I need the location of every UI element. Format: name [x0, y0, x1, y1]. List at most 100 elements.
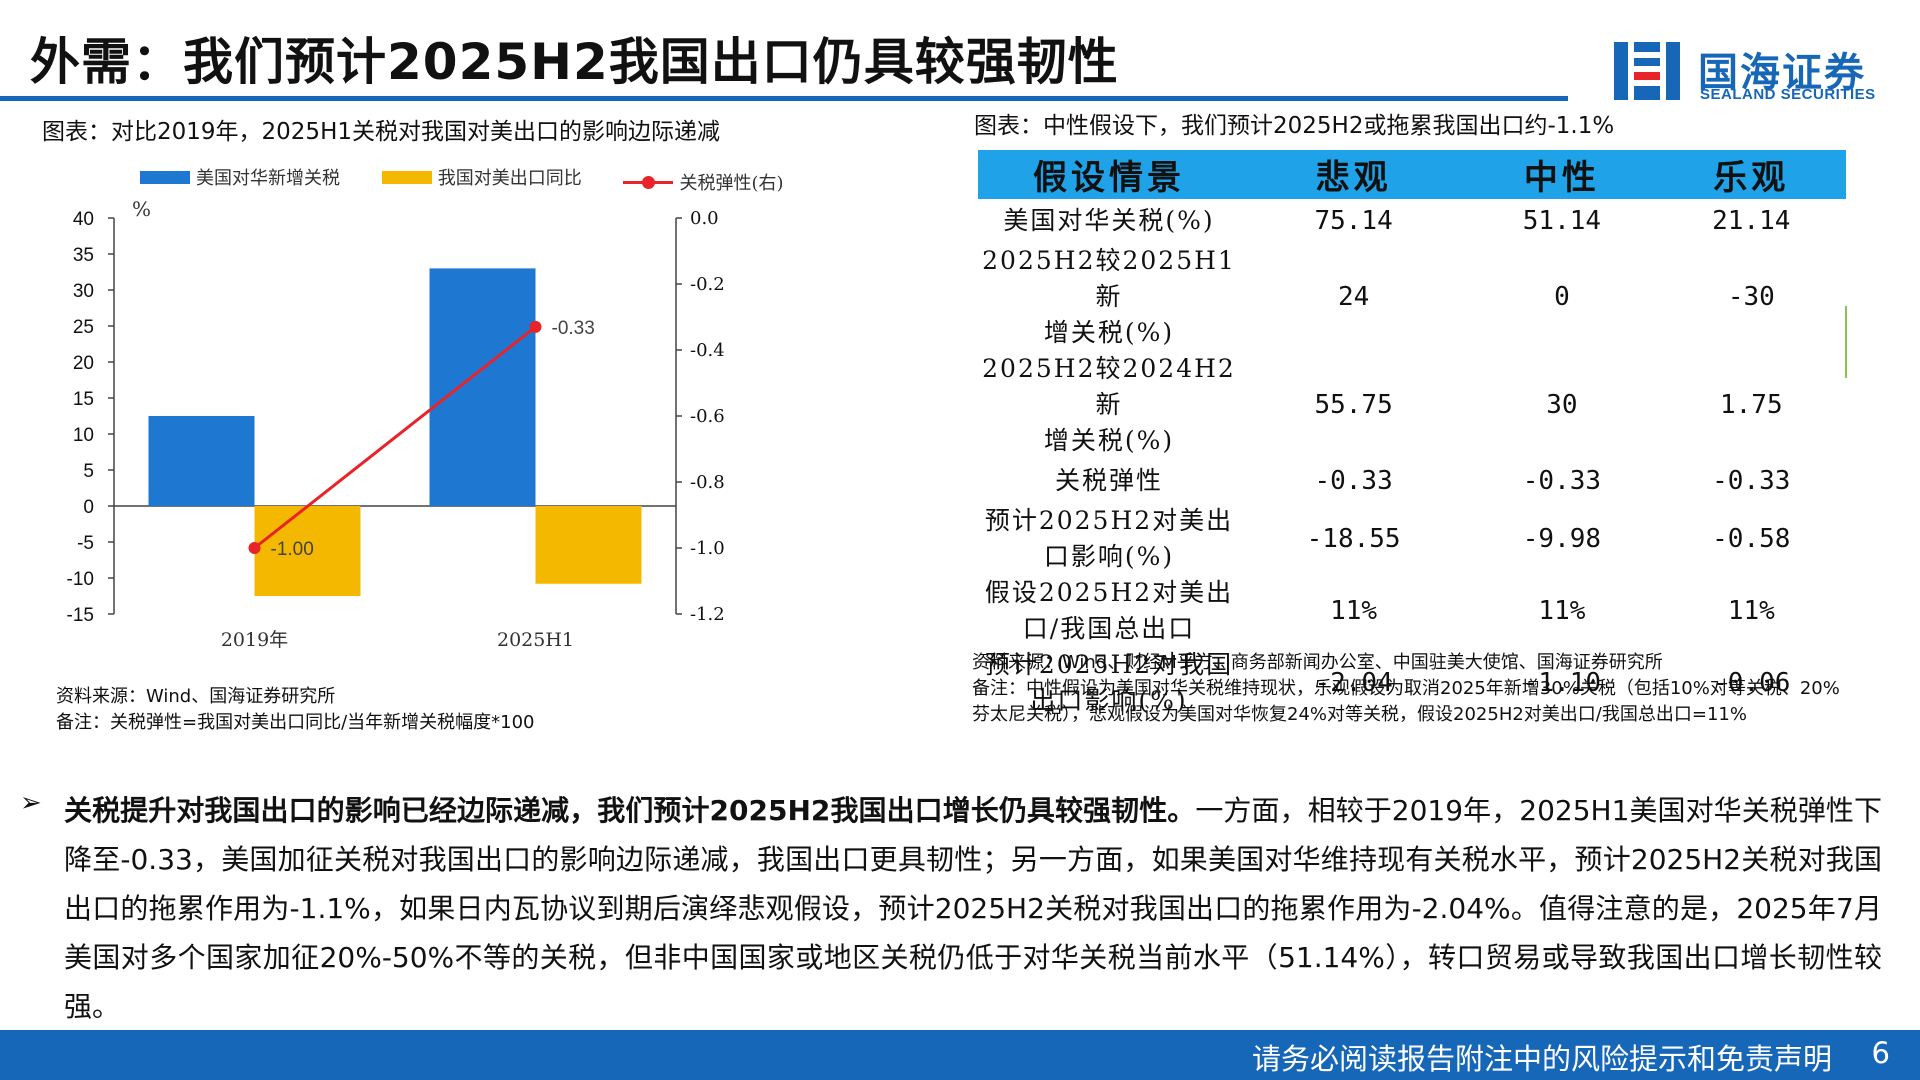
- row-label-line: 口/我国总出口: [1022, 614, 1196, 643]
- left-axis-tick-label: 5: [83, 461, 94, 482]
- legend-item-tariff: 美国对华新增关税: [140, 164, 340, 190]
- page-number: 6: [1871, 1036, 1890, 1070]
- table-cell: 21.14: [1712, 206, 1791, 236]
- elasticity-data-label: -1.00: [271, 539, 314, 560]
- left-axis-tick-label: 20: [73, 353, 94, 374]
- x-axis-category-label: 2025H1: [497, 629, 574, 651]
- elasticity-point: [248, 542, 261, 554]
- right-axis-tick-label: -0.6: [690, 406, 725, 427]
- row-label-line: 增关税(%): [1043, 426, 1175, 455]
- table-row: 关税弹性 -0.33 -0.33 -0.33: [978, 459, 1846, 503]
- table-header-cell: 中性: [1467, 150, 1657, 199]
- body-bold-lead: 关税提升对我国出口的影响已经边际递减，我们预计2025H2我国出口增长仍具较强韧…: [64, 794, 1196, 827]
- bar-tariff-1: [429, 268, 536, 506]
- table-cell: -18.55: [1306, 524, 1401, 554]
- logo-english-name: SEALAND SECURITIES: [1700, 86, 1876, 103]
- table-cell: 30: [1546, 390, 1578, 420]
- legend-swatch-blue: [140, 170, 190, 184]
- bar-export-1: [535, 506, 642, 584]
- right-table-notes: 资料来源：Wind、财经M平方、商务部新闻办公室、中国驻美大使馆、国海证券研究所…: [972, 650, 1852, 728]
- table-cell: 11%: [1330, 596, 1378, 626]
- y-axis-unit-label: %: [132, 197, 151, 221]
- right-table-source: 资料来源：Wind、财经M平方、商务部新闻办公室、中国驻美大使馆、国海证券研究所: [972, 652, 1663, 673]
- page-title: 外需：我们预计2025H2我国出口仍具较强韧性: [30, 33, 1119, 91]
- row-label: 假设2025H2对美出 口/我国总出口: [978, 575, 1240, 647]
- title-underline: [0, 96, 1568, 101]
- table-cell: -1.10: [1522, 668, 1602, 698]
- row-label: 2025H2较2024H2新增关税(%): [978, 351, 1240, 459]
- left-axis-tick-label: -5: [77, 533, 94, 554]
- right-axis-tick-label: -1.2: [690, 604, 725, 625]
- right-table-caption: 图表：中性假设下，我们预计2025H2或拖累我国出口约-1.1%: [974, 113, 1615, 139]
- table-row: 美国对华关税(%) 75.14 51.14 21.14: [978, 199, 1846, 243]
- left-axis-tick-label: 35: [73, 245, 94, 266]
- table-row: 预计2025H2对美出 口影响(%) -18.55 -9.98 -0.58: [978, 503, 1846, 575]
- footer-disclaimer: 请务必阅读报告附注中的风险提示和免责声明: [1251, 1042, 1832, 1076]
- body-paragraph: 关税提升对我国出口的影响已经边际递减，我们预计2025H2我国出口增长仍具较强韧…: [64, 786, 1882, 1031]
- table-cell: 11%: [1538, 596, 1586, 626]
- row-label: 2025H2较2025H1新增关税(%): [978, 243, 1240, 351]
- right-axis-tick-label: -0.8: [690, 472, 725, 493]
- table-cell: -2.04: [1314, 668, 1393, 698]
- elasticity-data-label: -0.33: [552, 318, 595, 339]
- table-row: 2025H2较2025H1新 增关税(%) 24 0 -30: [978, 243, 1846, 351]
- sealand-logo-icon: [1614, 42, 1680, 100]
- left-figure-note: 备注：关税弹性=我国对美出口同比/当年新增关税幅度*100: [56, 712, 535, 733]
- table-cell: -0.58: [1712, 524, 1791, 554]
- table-cell: 51.14: [1522, 206, 1602, 236]
- row-label: 关税弹性: [978, 459, 1240, 503]
- table-cell: 24: [1337, 282, 1370, 312]
- tariff-export-chart: 40 35 30 25 20 15 10 5 0 -5 -10 -15% 0.0 -0.2 -0.4 -0.6…: [67, 197, 725, 651]
- legend-swatch-yellow: [381, 170, 432, 184]
- row-label-line: 美国对华关税(%): [1003, 206, 1215, 235]
- left-figure-source: 资料来源：Wind、国海证券研究所: [56, 686, 336, 707]
- left-axis-tick-label: 40: [73, 209, 94, 230]
- legend-line-marker: [623, 175, 674, 189]
- table-row: 假设2025H2对美出 口/我国总出口 11% 11% 11%: [978, 575, 1846, 647]
- row-label: 预计2025H2对我国 出口影响(%): [978, 647, 1240, 719]
- right-axis-tick-label: -1.0: [690, 538, 725, 559]
- left-axis-tick-label: 15: [73, 389, 94, 410]
- left-axis-tick-label: 25: [73, 317, 94, 338]
- table-cell: -0.06: [1712, 668, 1791, 698]
- row-label: 预计2025H2对美出 口影响(%): [978, 503, 1240, 575]
- table-edge-marker: [1845, 306, 1847, 378]
- footer-bar: 请务必阅读报告附注中的风险提示和免责声明 6: [0, 1030, 1920, 1080]
- elasticity-point: [529, 320, 542, 333]
- right-axis-tick-label: 0.0: [690, 208, 719, 229]
- left-axis-tick-label: -15: [67, 605, 94, 626]
- company-logo: 国海证券 SEALAND SECURITIES: [1612, 36, 1902, 104]
- left-axis-tick-label: 0: [83, 497, 94, 518]
- left-figure-caption: 图表：对比2019年，2025H1关税对我国对美出口的影响边际递减: [42, 119, 720, 145]
- table-cell: -0.33: [1314, 466, 1393, 496]
- logo-chinese-name: 国海证券: [1698, 50, 1866, 96]
- table-row: 预计2025H2对我国 出口影响(%) -2.04 -1.10 -0.06: [978, 647, 1846, 719]
- legend-label: 美国对华新增关税: [196, 168, 340, 189]
- table-header-row: 假设情景 悲观 中性 乐观: [978, 150, 1846, 199]
- x-axis-category-label: 2019年: [221, 629, 288, 651]
- row-label-line: 预计2025H2对我国: [984, 650, 1234, 679]
- row-label-line: 增关税(%): [1043, 318, 1175, 347]
- legend-label: 关税弹性(右): [679, 173, 784, 194]
- left-axis-tick-label: -10: [67, 569, 94, 590]
- right-table-note: 备注：中性假设为美国对华关税维持现状，乐观假设为取消2025年新增30%关税（包…: [972, 678, 1840, 725]
- right-axis-tick-label: -0.4: [690, 340, 725, 361]
- elasticity-line: [253, 325, 537, 550]
- table-cell: -30: [1727, 282, 1775, 312]
- table-header-cell: 悲观: [1240, 150, 1468, 199]
- body-text: 一方面，相较于2019年，2025H1美国对华关税弹性下降至-0.33，美国加征…: [64, 794, 1882, 1023]
- legend-label: 我国对美出口同比: [437, 168, 582, 189]
- chart-legend: 美国对华新增关税 我国对美出口同比 关税弹性(右): [140, 164, 820, 195]
- legend-item-export: 我国对美出口同比: [381, 164, 582, 190]
- row-label-line: 关税弹性: [1054, 466, 1163, 495]
- row-label-line: 2025H2较2025H1新: [982, 246, 1236, 311]
- table-cell: 11%: [1727, 596, 1775, 626]
- row-label: 美国对华关税(%): [978, 199, 1240, 243]
- legend-item-elasticity: 关税弹性(右): [623, 169, 784, 195]
- table-row: 2025H2较2024H2新 增关税(%) 55.75 30 1.75: [978, 351, 1846, 459]
- row-label-line: 2025H2较2024H2新: [982, 354, 1236, 419]
- table-header-cell: 假设情景: [978, 150, 1240, 199]
- row-label-line: 假设2025H2对美出: [984, 578, 1234, 607]
- table-cell: 75.14: [1314, 206, 1393, 236]
- left-axis-tick-label: 10: [73, 425, 94, 446]
